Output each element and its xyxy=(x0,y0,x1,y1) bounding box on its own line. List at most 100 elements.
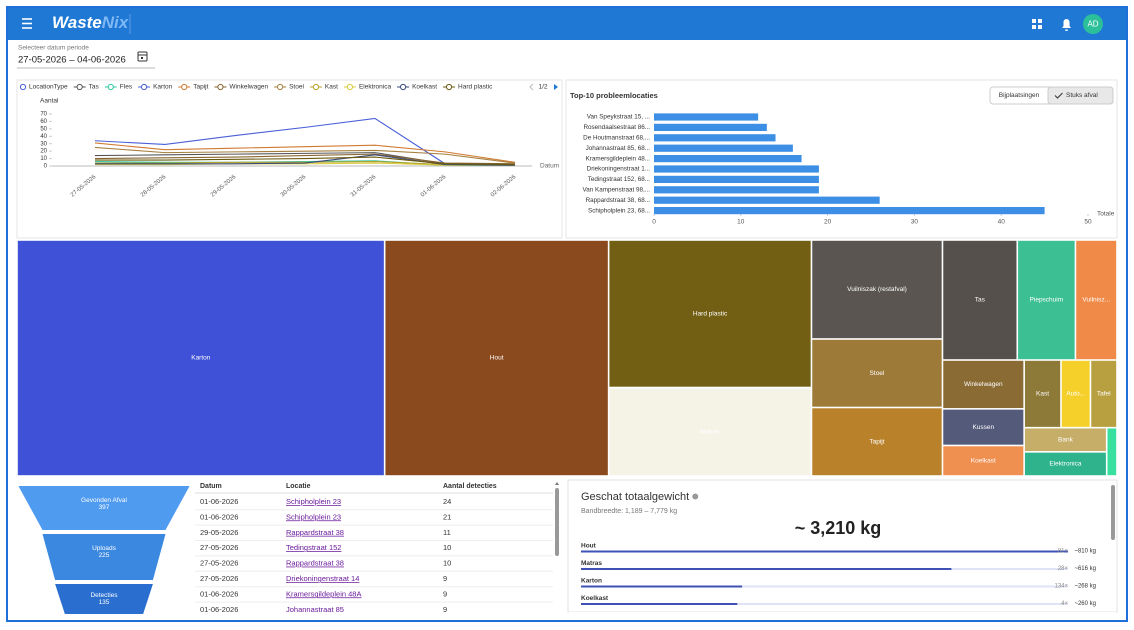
pager-next[interactable] xyxy=(554,84,558,90)
y-tick-label: Johannastraat 85, 68... xyxy=(586,145,651,152)
treemap-label: Tapijt xyxy=(869,438,884,445)
table-header: Aantal detecties xyxy=(443,483,497,490)
y-tick-label: Rosendaalsestraat 86... xyxy=(583,124,650,131)
legend-marker[interactable] xyxy=(107,83,114,91)
legend-label[interactable]: Stoel xyxy=(289,84,304,91)
legend-label[interactable]: Hard plastic xyxy=(458,84,493,91)
legend-marker[interactable] xyxy=(399,83,407,91)
location-link[interactable]: Schipholplein 23 xyxy=(286,497,341,506)
location-link[interactable]: Driekoningenstraat 14 xyxy=(286,574,359,583)
treemap-label: Vuilnisz... xyxy=(1082,297,1110,304)
treemap-label: Bank xyxy=(1058,436,1074,443)
funnel-label: Detecties xyxy=(90,592,118,599)
bar[interactable] xyxy=(654,186,819,194)
funnel-stage[interactable] xyxy=(42,534,166,580)
weight-scrollbar[interactable] xyxy=(1111,485,1115,540)
location-link[interactable]: Rappardstraat 38 xyxy=(286,559,344,568)
x-tick-label: 30 xyxy=(911,219,919,226)
legend-label[interactable]: Kast xyxy=(325,84,338,91)
legend-marker[interactable] xyxy=(76,83,83,91)
location-link[interactable]: Tedingstraat 152 xyxy=(286,543,341,552)
legend-marker[interactable] xyxy=(217,83,224,91)
legend-marker[interactable] xyxy=(181,83,188,91)
treemap-tile[interactable] xyxy=(609,240,811,387)
legend-label[interactable]: Tapijt xyxy=(193,84,208,91)
treemap-tile[interactable] xyxy=(943,409,1024,445)
legend-marker[interactable] xyxy=(312,83,320,91)
notifications-button[interactable] xyxy=(1062,19,1071,32)
legend-label[interactable]: Karton xyxy=(153,84,173,91)
treemap-label: Tafel xyxy=(1097,391,1111,398)
location-link[interactable]: Schipholplein 23 xyxy=(286,512,341,521)
bar[interactable] xyxy=(654,196,880,204)
pager-prev[interactable] xyxy=(529,83,534,91)
legend-marker[interactable] xyxy=(276,83,284,91)
treemap-tile[interactable] xyxy=(1024,428,1106,452)
treemap-tile[interactable] xyxy=(1076,240,1117,360)
table-cell: 9 xyxy=(443,574,447,583)
legend-label[interactable]: Koelkast xyxy=(412,84,437,91)
brand-main: Waste xyxy=(52,13,102,32)
legend-label[interactable]: Tas xyxy=(89,84,100,91)
legend-marker[interactable] xyxy=(445,83,453,91)
treemap-tile[interactable] xyxy=(385,240,608,476)
bar[interactable] xyxy=(654,113,759,121)
table-cell: 01-06-2026 xyxy=(200,589,238,598)
treemap-tile[interactable] xyxy=(943,240,1017,360)
treemap-tile[interactable] xyxy=(1091,360,1117,427)
frame-edge xyxy=(6,6,1128,622)
legend-label[interactable]: Elektronica xyxy=(359,84,392,91)
table-cell: 27-05-2026 xyxy=(200,559,238,568)
bar[interactable] xyxy=(654,165,819,173)
info-icon[interactable] xyxy=(692,493,699,500)
apps-button[interactable] xyxy=(1032,19,1042,29)
treemap-label: Winkelwagen xyxy=(964,381,1003,388)
treemap-tile[interactable] xyxy=(1018,240,1075,360)
legend-marker[interactable] xyxy=(140,83,148,91)
table-bottom-edge xyxy=(194,612,562,621)
table-header: Locatie xyxy=(286,483,311,490)
bar[interactable] xyxy=(654,175,819,183)
location-link[interactable]: Kramersgildeplein 48A xyxy=(286,589,361,598)
bar[interactable] xyxy=(654,123,767,131)
treemap-tile[interactable] xyxy=(609,388,811,476)
table-cell: 27-05-2026 xyxy=(200,543,238,552)
treemap-tile[interactable] xyxy=(17,240,384,476)
y-tick-label: Tedingstraat 152, 68... xyxy=(588,176,651,183)
table-cell: 10 xyxy=(443,543,451,552)
date-value[interactable]: 27-05-2026 – 04-06-2026 xyxy=(18,55,126,66)
avatar[interactable] xyxy=(1083,14,1103,34)
treemap-tile[interactable] xyxy=(812,408,942,476)
treemap-tile[interactable] xyxy=(1024,452,1106,476)
legend-label[interactable]: Winkelwagen xyxy=(229,84,268,91)
funnel-stage[interactable] xyxy=(55,584,153,614)
avatar-initials: AD xyxy=(1087,20,1098,29)
bar-track xyxy=(581,603,1068,605)
item-weight: ~810 kg xyxy=(1074,549,1096,555)
treemap-tile[interactable] xyxy=(1024,360,1061,427)
legend-marker[interactable] xyxy=(346,83,354,91)
bar[interactable] xyxy=(654,134,776,142)
calendar-button[interactable] xyxy=(137,51,148,62)
funnel-label: Uploads xyxy=(92,545,117,552)
toggle-button[interactable]: Stuks afval xyxy=(1066,92,1098,99)
treemap-tile[interactable] xyxy=(943,446,1024,476)
bar[interactable] xyxy=(654,207,1045,215)
treemap-tile[interactable] xyxy=(812,240,942,339)
item-weight: ~616 kg xyxy=(1074,566,1096,572)
location-link[interactable]: Rappardstraat 38 xyxy=(286,528,344,537)
y-tick-label: De Houtmanstraat 68,... xyxy=(583,134,650,141)
treemap-tile[interactable] xyxy=(812,339,942,407)
bar[interactable] xyxy=(654,144,793,152)
bar[interactable] xyxy=(654,155,802,163)
legend-label[interactable]: Fles xyxy=(120,84,133,91)
treemap-tile[interactable] xyxy=(943,360,1024,409)
toggle-button[interactable]: Bijplaatsingen xyxy=(999,92,1040,99)
funnel-stage[interactable] xyxy=(18,486,190,530)
treemap-tile[interactable] xyxy=(1061,360,1090,427)
table-scrollbar[interactable] xyxy=(555,488,559,556)
location-link[interactable]: Johannastraat 85 xyxy=(286,605,344,614)
treemap-tile[interactable] xyxy=(1107,428,1117,476)
scroll-up[interactable] xyxy=(555,482,559,485)
menu-button[interactable] xyxy=(22,18,32,29)
